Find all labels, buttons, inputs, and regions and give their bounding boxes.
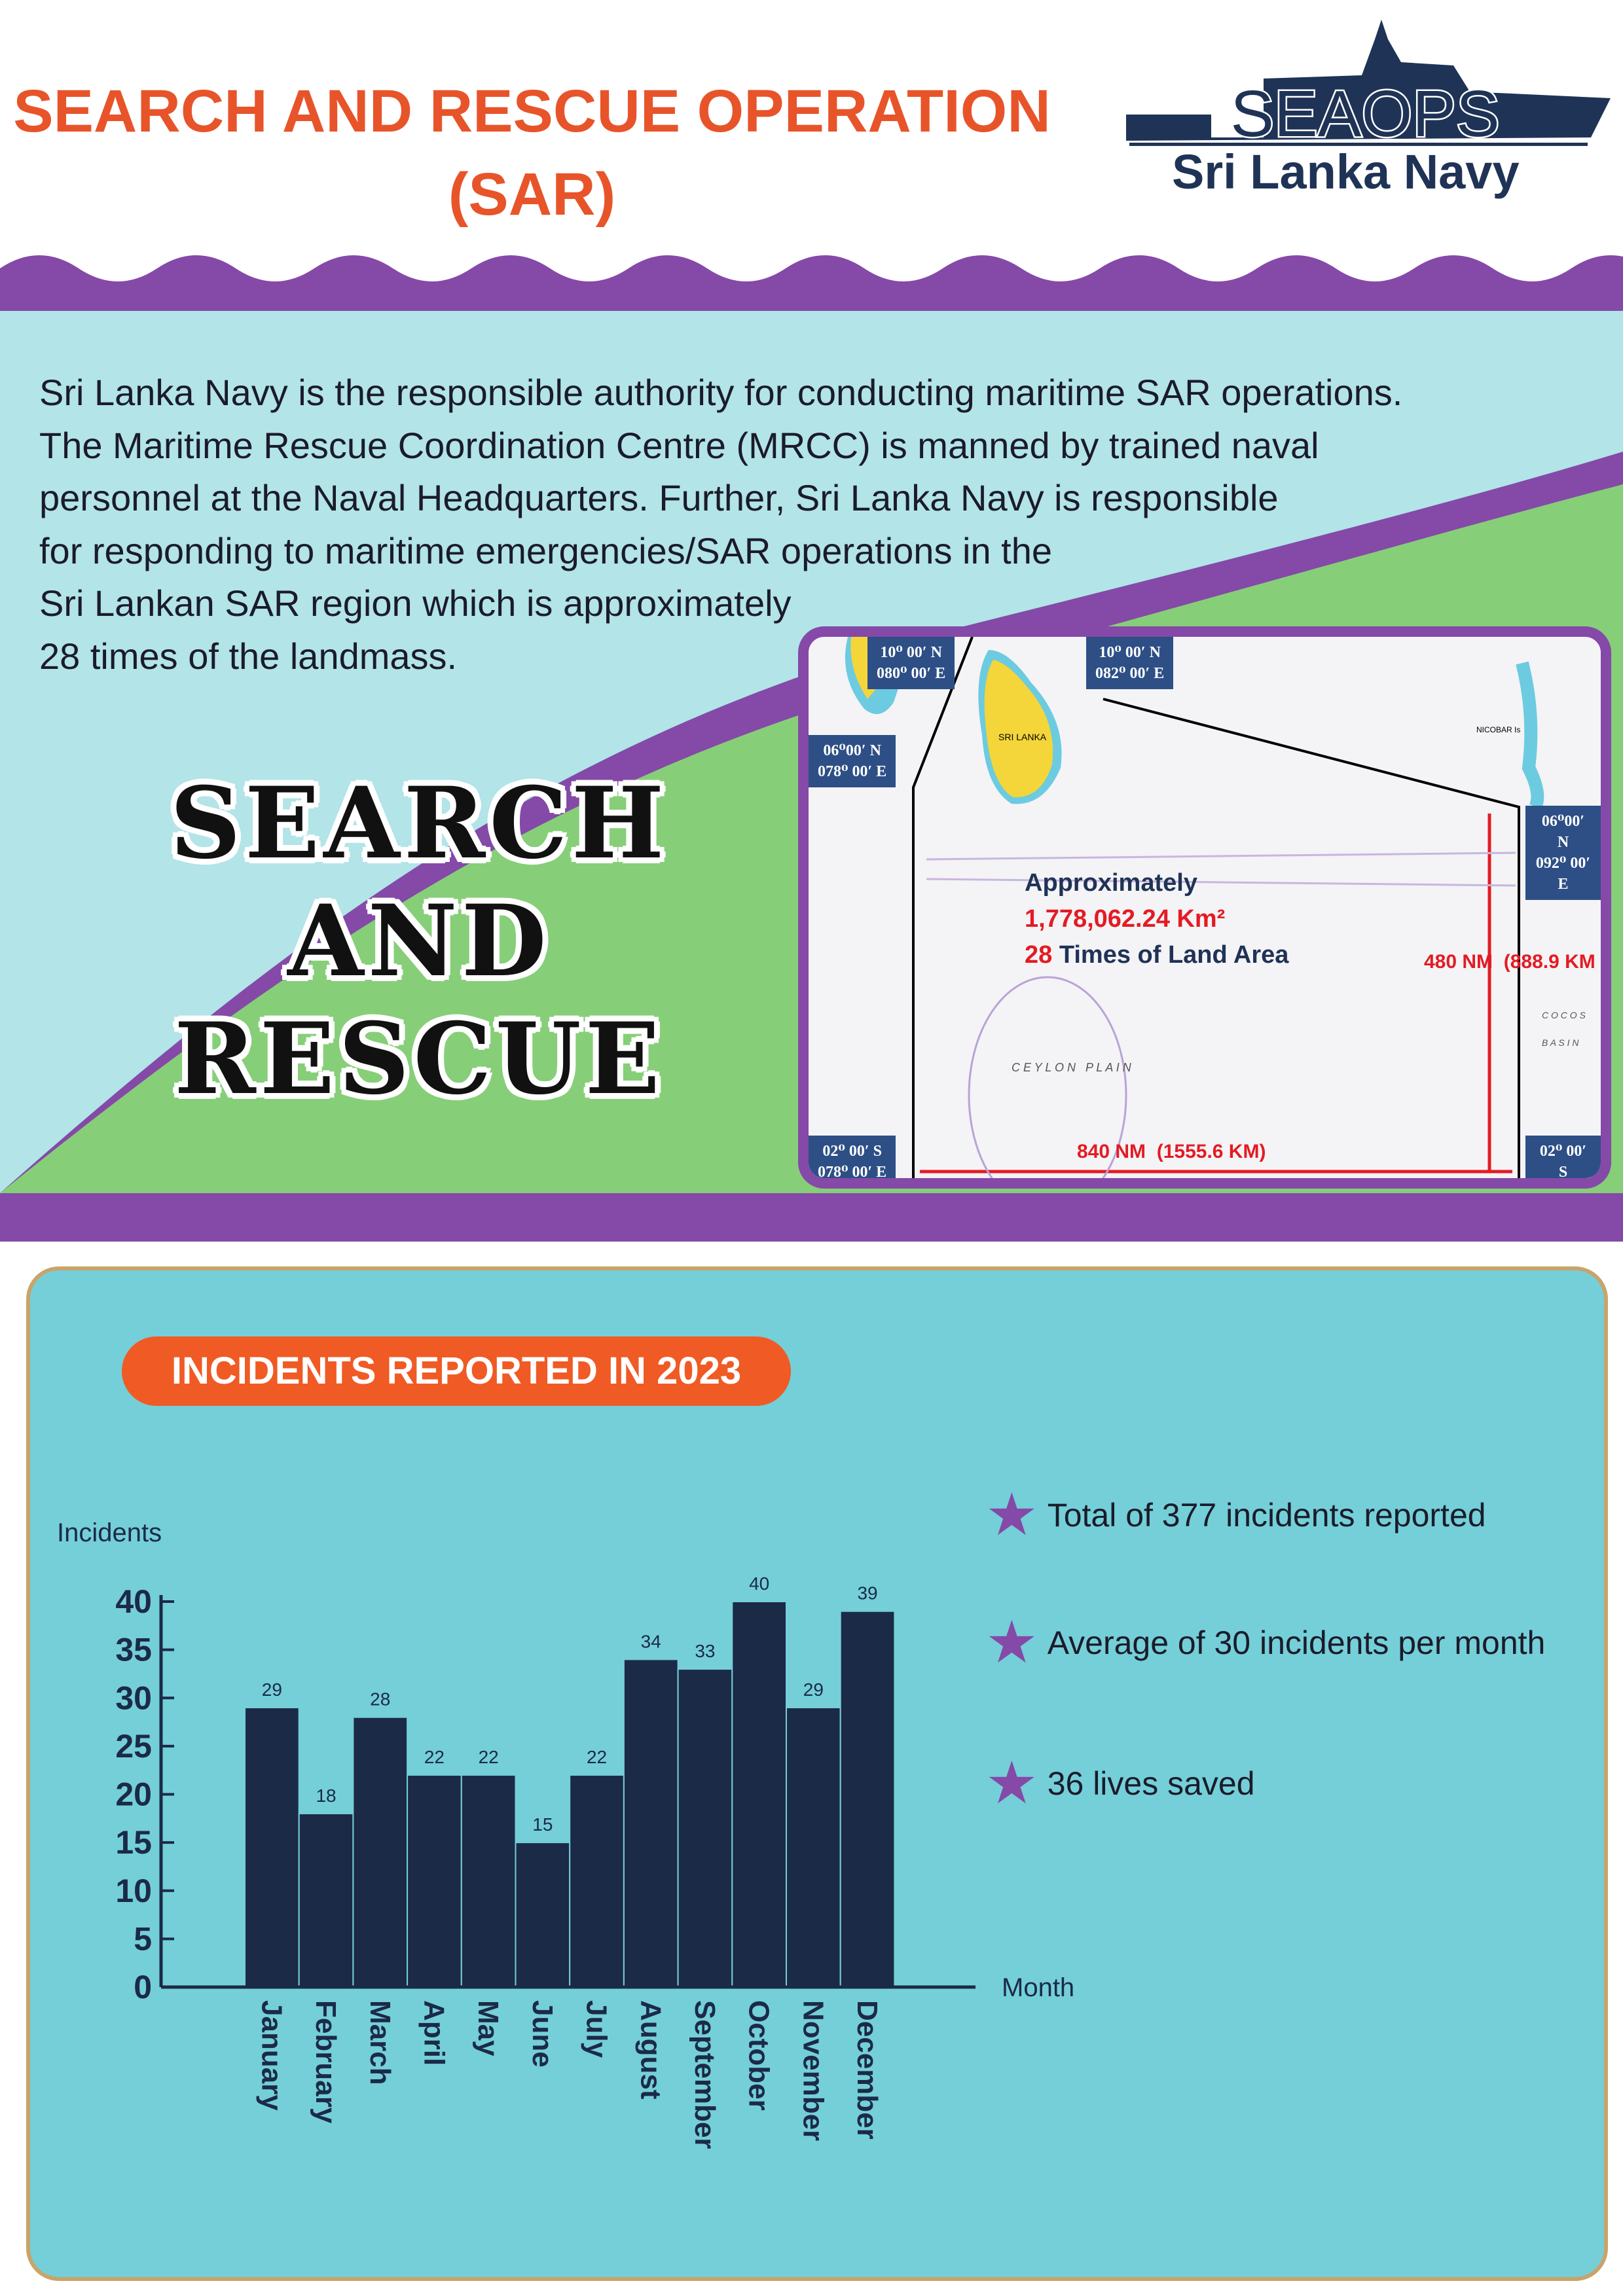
coord-label: 06⁰00′ N 078⁰ 00′ E [809,735,896,787]
bar [407,1774,462,1988]
month-tick-label: August [634,2000,666,2100]
y-tick-label: 40 [115,1583,152,1620]
coord-label: 02⁰ 00′ S 078⁰ 00′ E [809,1136,896,1178]
month-tick-label: July [581,2000,613,2058]
data-label: 40 [749,1573,769,1594]
page-title: SEARCH AND RESCUE OPERATION [13,78,1051,145]
map-times: 28 Times of Land Area [1025,941,1289,969]
coord-label: 10⁰ 00′ N 080⁰ 00′ E [867,637,955,689]
ceylon-label: C E Y L O N P L A I N [1012,1061,1131,1074]
data-label: 22 [587,1747,607,1767]
data-label: 22 [424,1747,445,1767]
bar [731,1601,788,1988]
banner-and: AND [287,884,551,999]
cocos-label: C O C O S [1542,1010,1586,1020]
month-tick-label: October [743,2000,775,2111]
stat-bullet: ★ Total of 377 incidents reported [985,1482,1486,1548]
bar [786,1706,841,1988]
intro-line: 28 times of the landmass. [39,635,458,677]
month-tick-label: April [418,2000,450,2066]
month-tick-label: December [851,2000,883,2140]
logo: SEAOPS Sri Lanka Navy [1113,7,1617,203]
bar [298,1812,354,1988]
bar [677,1668,733,1988]
basin-label: B A S I N [1542,1037,1579,1048]
bar [460,1774,517,1988]
month-tick-label: January [255,2000,287,2111]
map-width: 840 NM (1555.6 KM) [1077,1141,1266,1162]
month-tick-label: September [689,2000,721,2149]
bar [839,1610,896,1988]
bar [352,1716,409,1988]
data-label: 39 [857,1583,877,1604]
purple-band [0,1193,1623,1242]
data-label: 15 [532,1814,553,1835]
banner-rescue: RESCUE [174,1001,664,1117]
intro-line: Sri Lankan SAR region which is approxima… [39,583,792,624]
month-tick-label: February [310,2000,342,2124]
svg-text:SEAOPS: SEAOPS [1230,77,1499,151]
ship-icon: SEAOPS [1126,20,1611,152]
wave-band [0,255,1623,311]
month-tick-label: May [472,2000,504,2056]
y-tick-label: 30 [115,1679,152,1716]
data-label: 34 [641,1631,661,1651]
y-tick-label: 20 [115,1776,152,1813]
month-tick-label: November [797,2000,829,2141]
incidents-bar-chart: Incidents Month 29 January 18 February 28 March… [57,1518,1074,2149]
island-label: SRI LANKA [998,732,1047,742]
data-label: 29 [803,1679,824,1700]
y-axis-label: Incidents [57,1518,162,1547]
data-label: 22 [479,1747,499,1767]
y-tick-label: 35 [115,1632,152,1668]
banner-search: SEARCH [170,766,668,881]
bar [569,1774,625,1988]
bar [244,1706,300,1988]
page-title-abbr: (SAR) [448,161,616,228]
data-label: 28 [370,1689,390,1710]
map-approx: Approximately [1025,869,1197,897]
stat-bullet: ★ Average of 30 incidents per month [985,1610,1546,1676]
y-tick-label: 5 [134,1920,152,1957]
incidents-title-pill: INCIDENTS REPORTED IN 2023 [122,1336,791,1406]
x-axis-label: Month [1002,1973,1074,2002]
sar-region-map: SRI LANKA NICOBAR Is C E Y L O N P L A I… [798,626,1611,1189]
data-label: 29 [262,1679,282,1700]
map-area: 1,778,062.24 Km² [1025,905,1226,933]
coord-label: 10⁰ 00′ N 082⁰ 00′ E [1086,637,1174,689]
stat-bullet: ★ 36 lives saved [985,1751,1255,1816]
month-tick-label: June [526,2000,558,2068]
bar [623,1659,679,1988]
data-label: 33 [695,1641,715,1661]
intro-paragraph: Sri Lanka Navy is the responsible author… [39,367,1597,683]
y-tick-label: 25 [115,1728,152,1765]
nicobar-label: NICOBAR Is [1476,725,1521,734]
y-tick-label: 15 [115,1824,152,1861]
data-label: 18 [316,1785,336,1806]
y-tick-label: 0 [134,1969,152,2005]
month-tick-label: March [364,2000,396,2085]
intro-line: The Maritime Rescue Coordination Centre … [39,424,1319,466]
map-height: 480 NM (888.9 KM [1424,951,1596,973]
coord-label: 02⁰ 00′ S092⁰ 00′ F [1525,1136,1601,1178]
bar [515,1842,571,1988]
y-tick-label: 10 [115,1873,152,1909]
logo-subtitle: Sri Lanka Navy [1172,145,1520,199]
map-chart [845,637,1544,1178]
star-icon: ★ [985,1751,1038,1816]
star-icon: ★ [985,1482,1038,1548]
intro-line: personnel at the Naval Headquarters. Fur… [39,477,1279,518]
coord-label: 06⁰00′ N 092⁰ 00′ E [1525,806,1601,900]
star-icon: ★ [985,1610,1038,1676]
intro-line: for responding to maritime emergencies/S… [39,529,1052,571]
intro-line: Sri Lanka Navy is the responsible author… [39,372,1403,413]
